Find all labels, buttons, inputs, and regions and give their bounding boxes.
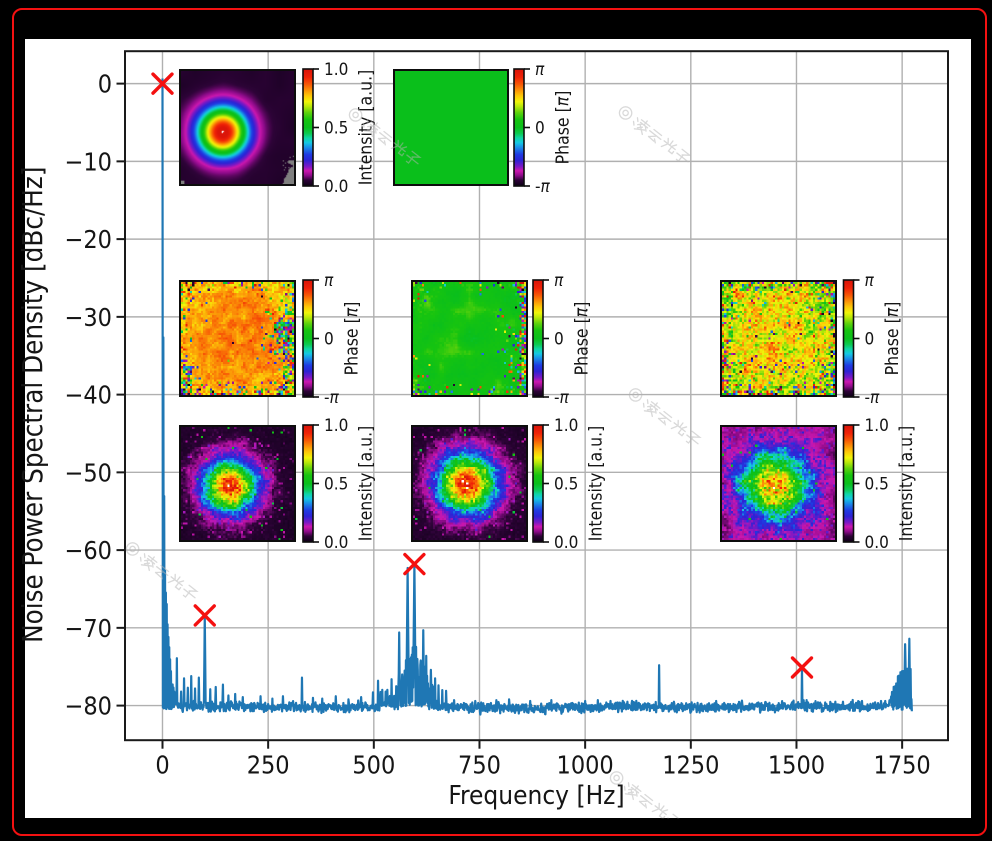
colorbar-tick-label: 1.0 bbox=[324, 60, 348, 80]
colorbar-intensity-map-1: 1.0 0.5 0.0 Intensity [a.u.] bbox=[302, 416, 376, 553]
colorbar-tick-label: 0.5 bbox=[324, 119, 348, 139]
colorbar-label: Phase [π] bbox=[883, 302, 903, 376]
axes-border bbox=[124, 50, 949, 742]
inset-intensity-map-3 bbox=[719, 425, 837, 542]
colorbar-tick-label: 0 bbox=[324, 330, 334, 350]
x-tick-label: 500 bbox=[352, 751, 395, 780]
watermark-stamp bbox=[606, 767, 684, 819]
colorbar-tick-label: -π bbox=[324, 388, 340, 408]
colorbar-tick-label: 0.5 bbox=[554, 475, 578, 495]
colorbar-label: Intensity [a.u.] bbox=[586, 426, 606, 541]
inset-phase-map-1 bbox=[179, 280, 296, 397]
colorbar-label: Intensity [a.u.] bbox=[897, 426, 917, 541]
colorbar-tick-label: 0 bbox=[535, 119, 545, 139]
watermark-stamp bbox=[345, 104, 423, 170]
colorbar-tick-label: -π bbox=[535, 177, 551, 197]
colorbar-tick-label: 0.0 bbox=[324, 533, 348, 553]
x-tick-label: 1500 bbox=[768, 751, 825, 780]
y-tick-label: 0 bbox=[98, 70, 112, 99]
y-tick-label: −50 bbox=[65, 458, 112, 487]
watermark-stamp bbox=[625, 384, 703, 450]
colorbar-tick-label: π bbox=[535, 60, 545, 80]
watermark-stamp bbox=[122, 538, 200, 604]
y-tick-label: −40 bbox=[65, 381, 112, 410]
colorbar-tick-label: 0.5 bbox=[324, 475, 348, 495]
peak-marker-x-icon bbox=[403, 552, 426, 576]
watermark-stamp bbox=[615, 102, 693, 168]
colorbar-tick-label: -π bbox=[554, 388, 570, 408]
colorbar-intensity-map-2: 1.0 0.5 0.0 Intensity [a.u.] bbox=[532, 416, 606, 553]
peak-marker-x-icon bbox=[151, 72, 174, 95]
spectrum-line bbox=[161, 78, 913, 716]
colorbar-beam-intensity-reference: 1.0 0.5 0.0 Intensity [a.u.] bbox=[302, 60, 376, 197]
x-tick-label: 250 bbox=[247, 751, 290, 780]
colorbar-tick-label: 0 bbox=[865, 330, 875, 350]
inset-intensity-map-2 bbox=[410, 425, 528, 542]
x-tick-label: 1000 bbox=[557, 751, 614, 780]
axes-frame bbox=[116, 50, 949, 749]
inset-intensity-map-1 bbox=[179, 425, 296, 542]
x-tick-label: 1250 bbox=[662, 751, 719, 780]
x-tick-label: 0 bbox=[155, 751, 169, 780]
colorbar-tick-label: 0 bbox=[554, 330, 564, 350]
peak-marker-x-icon bbox=[790, 656, 814, 679]
peak-markers bbox=[151, 72, 814, 679]
colorbar-label: Intensity [a.u.] bbox=[356, 70, 376, 185]
y-tick-label: −80 bbox=[65, 692, 112, 721]
y-tick-label: −60 bbox=[65, 536, 112, 565]
colorbar-tick-label: 0.0 bbox=[865, 533, 889, 553]
colorbar-tick-label: 1.0 bbox=[554, 416, 578, 436]
y-tick-label: −20 bbox=[65, 225, 112, 254]
y-axis-label: Noise Power Spectral Density [dBc/Hz] bbox=[17, 166, 49, 642]
y-tick-label: −30 bbox=[65, 303, 112, 332]
colorbar-tick-label: π bbox=[865, 271, 875, 291]
colorbar-tick-label: 1.0 bbox=[865, 416, 889, 436]
x-tick-label: 1750 bbox=[874, 751, 931, 780]
colorbar-tick-label: 0.0 bbox=[554, 533, 578, 553]
colorbar-tick-label: 0.0 bbox=[324, 177, 348, 197]
tick-labels: 0 250 500 750 1000 1250 1500 1750 0 −10 −20 −30 −40 −… bbox=[65, 70, 931, 780]
colorbar-tick-label: π bbox=[324, 271, 334, 291]
colorbar-tick-label: 0.5 bbox=[865, 475, 889, 495]
colorbar-tick-label: -π bbox=[865, 388, 881, 408]
inset-beam-intensity-reference bbox=[179, 69, 296, 186]
colorbar-tick-label: 1.0 bbox=[324, 416, 348, 436]
x-tick-label: 750 bbox=[458, 751, 501, 780]
inset-phase-map-3 bbox=[719, 280, 837, 397]
colorbar-intensity-map-3: 1.0 0.5 0.0 Intensity [a.u.] bbox=[842, 416, 917, 553]
colorbar-label: Phase [π] bbox=[553, 91, 573, 165]
y-tick-label: −70 bbox=[65, 614, 112, 643]
colorbar-label: Intensity [a.u.] bbox=[356, 426, 376, 541]
inset-phase-map-2 bbox=[410, 280, 528, 397]
y-tick-label: −10 bbox=[65, 147, 112, 176]
colorbar-tick-label: π bbox=[554, 271, 564, 291]
inset-phase-reference bbox=[393, 69, 509, 186]
x-axis-label: Frequency [Hz] bbox=[448, 781, 624, 811]
colorbar-label: Phase [π] bbox=[572, 302, 592, 376]
peak-marker-x-icon bbox=[193, 604, 216, 627]
colorbar-label: Phase [π] bbox=[342, 302, 362, 376]
